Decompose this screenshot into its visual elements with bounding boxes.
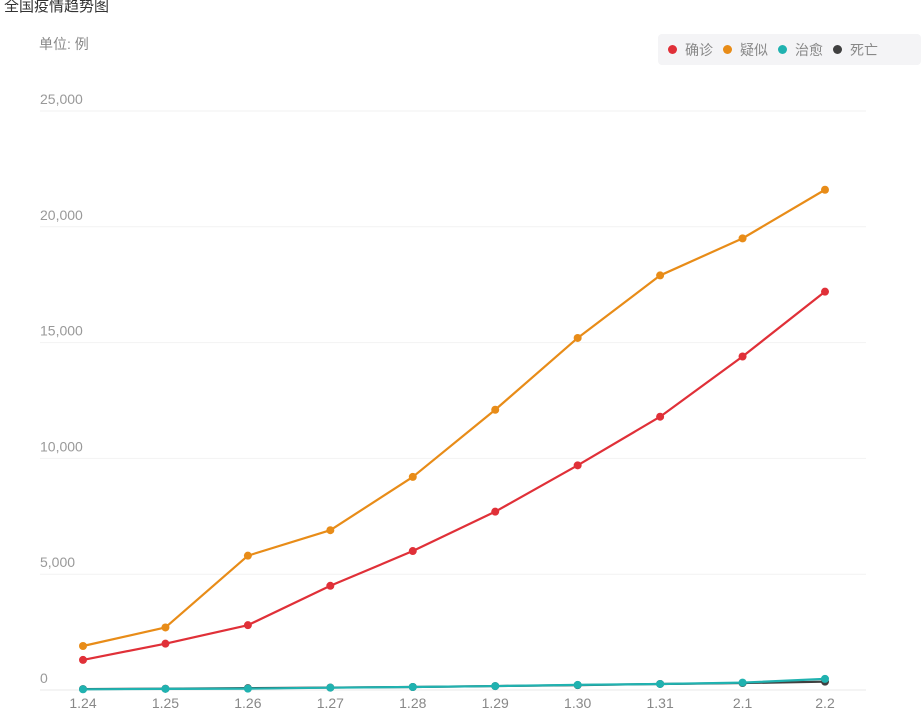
data-point-cured[interactable] xyxy=(79,685,87,694)
series-cured xyxy=(79,674,829,694)
x-tick-label: 1.30 xyxy=(564,695,591,711)
data-point-suspected[interactable] xyxy=(821,185,829,194)
data-point-cured[interactable] xyxy=(408,682,417,691)
legend-marker-suspected xyxy=(723,45,732,54)
data-point-confirmed[interactable] xyxy=(738,352,747,361)
data-point-confirmed[interactable] xyxy=(326,581,335,590)
unit-label: 单位: 例 xyxy=(39,36,89,52)
data-point-cured[interactable] xyxy=(821,674,829,683)
data-point-suspected[interactable] xyxy=(656,271,665,280)
data-point-cured[interactable] xyxy=(326,683,335,692)
y-tick-label: 15,000 xyxy=(40,323,83,339)
data-point-cured[interactable] xyxy=(738,678,747,687)
data-point-confirmed[interactable] xyxy=(821,287,829,296)
x-tick-label: 1.31 xyxy=(646,695,673,711)
series-line-confirmed xyxy=(81,290,827,661)
x-tick-label: 1.29 xyxy=(482,695,509,711)
legend-label-suspected: 疑似 xyxy=(740,41,768,58)
legend-item-suspected[interactable]: 疑似 xyxy=(723,40,768,60)
x-tick-label: 1.26 xyxy=(234,695,261,711)
x-tick-label: 1.24 xyxy=(69,695,96,711)
x-tick-label: 1.28 xyxy=(399,695,426,711)
series-confirmed xyxy=(79,287,829,664)
data-point-suspected[interactable] xyxy=(243,551,252,560)
data-point-confirmed[interactable] xyxy=(243,621,252,630)
legend-label-cured: 治愈 xyxy=(795,41,823,58)
data-point-suspected[interactable] xyxy=(408,472,417,481)
x-tick-label: 2.1 xyxy=(733,695,753,711)
legend-marker-dead xyxy=(833,45,842,54)
legend-item-confirmed[interactable]: 确诊 xyxy=(668,40,713,60)
y-tick-label: 10,000 xyxy=(40,438,83,454)
grid-lines xyxy=(40,110,866,691)
y-tick-label: 0 xyxy=(40,670,48,686)
data-point-confirmed[interactable] xyxy=(656,412,665,421)
data-point-confirmed[interactable] xyxy=(491,507,500,516)
data-point-cured[interactable] xyxy=(656,679,665,688)
data-point-suspected[interactable] xyxy=(79,641,87,650)
legend-label-confirmed: 确诊 xyxy=(685,41,713,58)
data-point-suspected[interactable] xyxy=(326,526,335,535)
y-tick-label: 25,000 xyxy=(40,91,83,107)
data-point-cured[interactable] xyxy=(573,680,582,689)
legend-marker-cured xyxy=(778,45,787,54)
data-point-suspected[interactable] xyxy=(738,234,747,243)
legend-item-cured[interactable]: 治愈 xyxy=(778,40,823,60)
y-tick-label: 5,000 xyxy=(40,554,75,570)
chart-legend: 确诊 疑似 治愈 死亡 xyxy=(658,34,921,65)
axis-labels: 0 5,000 10,000 15,000 20,000 25,000 1.24 1.25 1.… xyxy=(40,91,835,711)
chart-title: 全国疫情趋势图 xyxy=(4,0,110,15)
data-point-suspected[interactable] xyxy=(161,623,170,632)
series-line-cured xyxy=(81,677,827,691)
data-point-suspected[interactable] xyxy=(573,333,582,342)
series-lines xyxy=(79,185,829,694)
series-dead xyxy=(79,677,829,694)
data-point-confirmed[interactable] xyxy=(408,547,417,556)
series-line-suspected xyxy=(81,188,827,648)
series-suspected xyxy=(79,185,829,650)
x-tick-label: 1.25 xyxy=(152,695,179,711)
data-point-confirmed[interactable] xyxy=(161,639,170,648)
x-tick-label: 2.2 xyxy=(815,695,835,711)
data-point-confirmed[interactable] xyxy=(79,655,87,664)
x-tick-label: 1.27 xyxy=(317,695,344,711)
data-point-cured[interactable] xyxy=(243,684,252,693)
legend-item-dead[interactable]: 死亡 xyxy=(833,40,878,60)
data-point-confirmed[interactable] xyxy=(573,461,582,470)
legend-marker-confirmed xyxy=(668,45,677,54)
data-point-suspected[interactable] xyxy=(491,405,500,414)
y-tick-label: 20,000 xyxy=(40,207,83,223)
data-point-cured[interactable] xyxy=(491,682,500,691)
data-point-cured[interactable] xyxy=(161,684,170,693)
legend-label-dead: 死亡 xyxy=(850,41,878,58)
